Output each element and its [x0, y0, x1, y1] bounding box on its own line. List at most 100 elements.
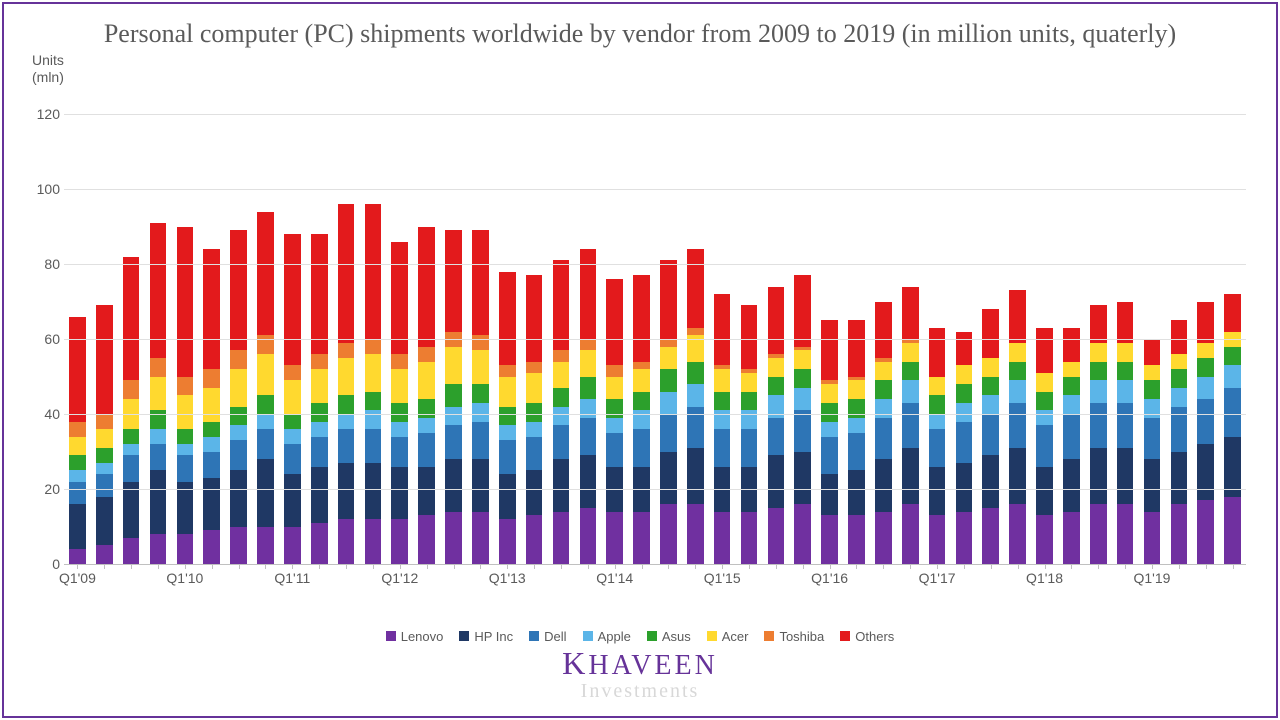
bar-segment — [526, 403, 543, 422]
bar-segment — [606, 365, 623, 376]
bar-segment — [230, 470, 247, 526]
bar-segment — [472, 422, 489, 459]
bar-segment — [956, 422, 973, 463]
bar-segment — [472, 459, 489, 512]
bar-segment — [338, 414, 355, 429]
bar-segment — [1224, 347, 1241, 366]
bar-segment — [687, 448, 704, 504]
bar-segment — [1171, 354, 1188, 369]
bar-segment — [123, 257, 140, 381]
bar-segment — [177, 429, 194, 444]
xtick-mark — [534, 564, 535, 569]
xtick-mark — [373, 564, 374, 569]
bar-segment — [526, 362, 543, 373]
bar-segment — [982, 395, 999, 414]
bar-segment — [445, 425, 462, 459]
bar-segment — [1197, 358, 1214, 377]
bar-segment — [902, 362, 919, 381]
bar-segment — [69, 470, 86, 481]
bar-segment — [1036, 392, 1053, 411]
bar-segment — [1197, 343, 1214, 358]
legend-label: Lenovo — [401, 629, 444, 644]
xtick-mark — [937, 564, 938, 569]
bar-segment — [203, 437, 220, 452]
bar-segment — [526, 470, 543, 515]
bar-segment — [982, 309, 999, 358]
bar-segment — [230, 350, 247, 369]
bar-segment — [1224, 294, 1241, 331]
bar-segment — [472, 384, 489, 403]
ytick-label: 120 — [26, 106, 60, 122]
bar-segment — [1117, 448, 1134, 504]
bar-segment — [257, 212, 274, 336]
bar-segment — [418, 227, 435, 347]
bar-segment — [472, 230, 489, 335]
bar-segment — [1063, 459, 1080, 512]
xtick-mark — [1045, 564, 1046, 569]
bar-segment — [177, 227, 194, 377]
bar-segment — [472, 512, 489, 565]
bar-segment — [445, 459, 462, 512]
bar-segment — [499, 407, 516, 426]
bar-segment — [150, 377, 167, 411]
bar-segment — [741, 305, 758, 369]
bar-segment — [177, 395, 194, 429]
bar-segment — [1171, 388, 1188, 407]
xtick-mark — [642, 564, 643, 569]
bar-segment — [1090, 362, 1107, 381]
bar-segment — [714, 512, 731, 565]
bar-segment — [1144, 512, 1161, 565]
bar-segment — [741, 392, 758, 411]
bar-segment — [902, 343, 919, 362]
xtick-label: Q1'09 — [59, 570, 96, 586]
bar-segment — [96, 305, 113, 414]
bar-segment — [1171, 504, 1188, 564]
yaxis-label: Units (mln) — [32, 52, 64, 86]
bar-segment — [580, 455, 597, 508]
bar-segment — [499, 474, 516, 519]
bar-segment — [553, 362, 570, 388]
bar-segment — [96, 497, 113, 546]
bar-segment — [714, 392, 731, 411]
bar-segment — [418, 418, 435, 433]
bar-segment — [257, 354, 274, 395]
legend-swatch — [386, 631, 396, 641]
xtick-mark — [1233, 564, 1234, 569]
bar-segment — [445, 512, 462, 565]
bar-segment — [902, 504, 919, 564]
bar-segment — [687, 249, 704, 328]
bar-segment — [1036, 328, 1053, 373]
bar-segment — [284, 365, 301, 380]
bar-segment — [768, 508, 785, 564]
bar-segment — [982, 358, 999, 377]
ytick-label: 0 — [26, 556, 60, 572]
bar-segment — [741, 512, 758, 565]
xtick-mark — [830, 564, 831, 569]
bar-segment — [230, 230, 247, 350]
bar-segment — [982, 508, 999, 564]
xtick-mark — [615, 564, 616, 569]
xtick-mark — [668, 564, 669, 569]
bar-segment — [1090, 448, 1107, 504]
xtick-mark — [910, 564, 911, 569]
bar-segment — [203, 249, 220, 369]
bar-segment — [1063, 362, 1080, 377]
bar-segment — [956, 403, 973, 422]
bar-segment — [633, 369, 650, 392]
bar-segment — [1036, 410, 1053, 425]
bar-segment — [848, 380, 865, 399]
legend-label: Toshiba — [779, 629, 824, 644]
legend-swatch — [647, 631, 657, 641]
legend-label: Apple — [598, 629, 631, 644]
bar-segment — [1009, 448, 1026, 504]
legend-swatch — [707, 631, 717, 641]
bar-segment — [284, 429, 301, 444]
bar-segment — [1009, 362, 1026, 381]
bar-segment — [1036, 515, 1053, 564]
chart-area: 020406080100120 Q1'09Q1'10Q1'11Q1'12Q1'1… — [64, 114, 1246, 604]
bar-segment — [230, 407, 247, 426]
xtick-mark — [454, 564, 455, 569]
bar-segment — [230, 440, 247, 470]
ytick-label: 20 — [26, 481, 60, 497]
bar-segment — [1117, 362, 1134, 381]
